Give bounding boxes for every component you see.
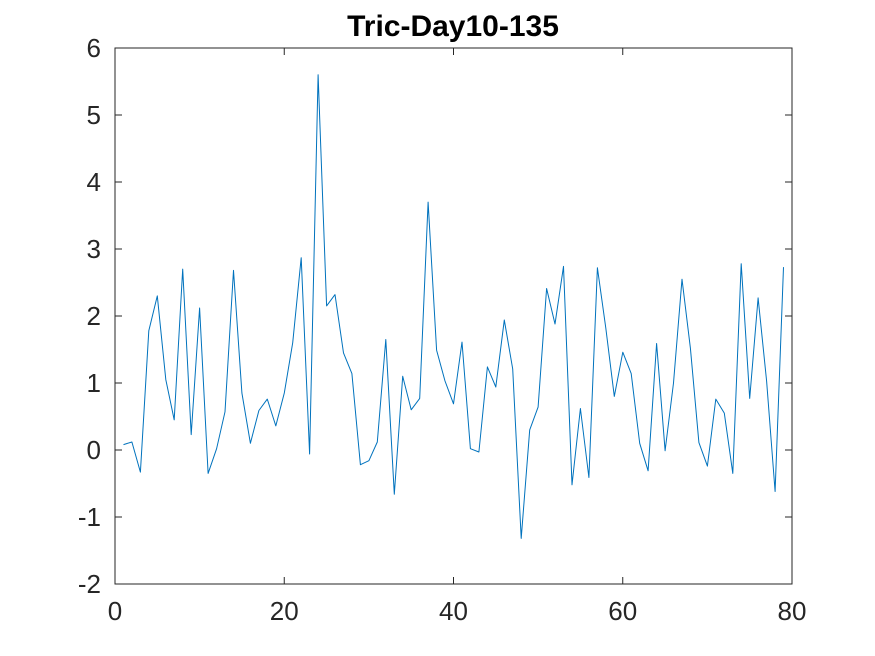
y-tick-label: -1 bbox=[78, 502, 101, 532]
chart-title: Tric-Day10-135 bbox=[347, 10, 559, 43]
y-tick-label: 0 bbox=[87, 435, 101, 465]
x-tick-label: 80 bbox=[778, 596, 807, 626]
series-line bbox=[123, 74, 784, 539]
y-tick-label: 5 bbox=[87, 100, 101, 130]
y-tick-label: 1 bbox=[87, 368, 101, 398]
y-tick-label: 4 bbox=[87, 167, 101, 197]
tick-labels: 0 20 40 60 80 -2 -1 0 1 2 3 4 5 6 bbox=[78, 33, 807, 626]
plot-area bbox=[123, 74, 784, 539]
y-tick-label: -2 bbox=[78, 569, 101, 599]
ticks bbox=[114, 47, 793, 585]
x-tick-label: 20 bbox=[270, 596, 299, 626]
axes bbox=[114, 47, 793, 585]
y-tick-label: 2 bbox=[87, 301, 101, 331]
x-tick-label: 40 bbox=[439, 596, 468, 626]
y-tick-label: 3 bbox=[87, 234, 101, 264]
y-tick-label: 6 bbox=[87, 33, 101, 63]
x-tick-label: 60 bbox=[608, 596, 637, 626]
axes-box bbox=[114, 47, 793, 585]
x-tick-label: 0 bbox=[108, 596, 122, 626]
